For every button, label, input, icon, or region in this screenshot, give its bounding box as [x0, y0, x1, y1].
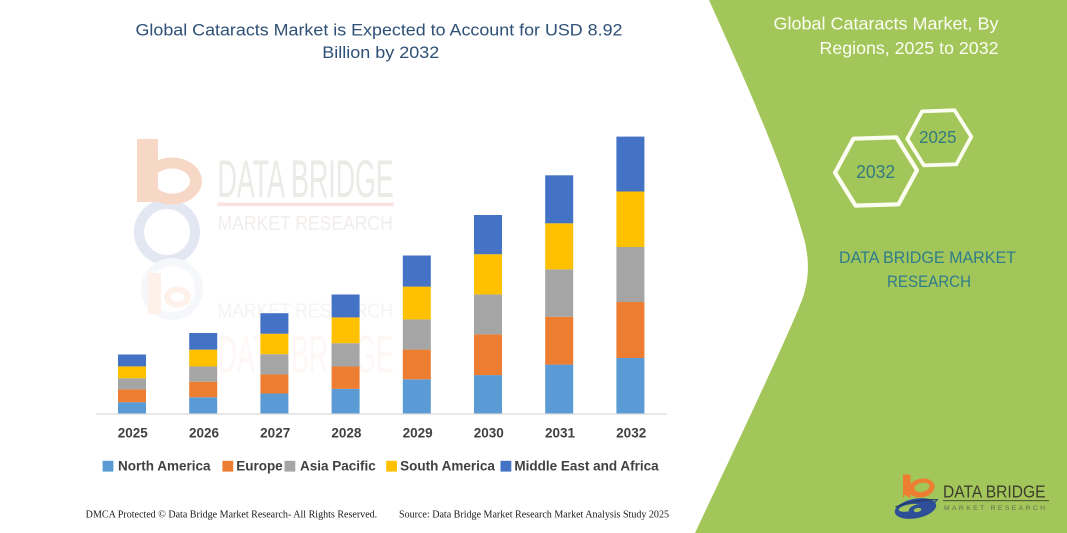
svg-text:Asia Pacific: Asia Pacific: [300, 458, 376, 473]
svg-text:DATA BRIDGE: DATA BRIDGE: [943, 481, 1046, 501]
svg-text:North America: North America: [118, 458, 211, 473]
svg-text:RESEARCH: RESEARCH: [887, 272, 971, 291]
svg-text:MARKET RESEARCH: MARKET RESEARCH: [944, 505, 1045, 512]
svg-text:2027: 2027: [260, 426, 290, 441]
svg-text:Middle East and Africa: Middle East and Africa: [514, 458, 659, 473]
svg-text:Regions, 2025 to 2032: Regions, 2025 to 2032: [820, 38, 999, 58]
svg-text:MARKET RESEARCH: MARKET RESEARCH: [218, 213, 393, 235]
svg-text:Global Cataracts Market is Exp: Global Cataracts Market is Expected to A…: [136, 22, 623, 40]
svg-text:2031: 2031: [545, 426, 576, 441]
svg-text:2029: 2029: [403, 426, 433, 441]
svg-text:Billion by 2032: Billion by 2032: [322, 44, 439, 62]
svg-text:Europe: Europe: [236, 458, 283, 473]
svg-text:2032: 2032: [616, 426, 646, 441]
svg-text:2028: 2028: [331, 426, 362, 441]
svg-text:Global Cataracts Market, By: Global Cataracts Market, By: [774, 13, 999, 33]
svg-text:2026: 2026: [189, 426, 220, 441]
svg-text:DATA BRIDGE: DATA BRIDGE: [218, 150, 394, 209]
svg-text:2032: 2032: [856, 161, 895, 182]
svg-text:2025: 2025: [919, 127, 956, 147]
svg-text:2030: 2030: [474, 426, 504, 441]
svg-text:MARKET RESEARCH: MARKET RESEARCH: [218, 301, 393, 323]
svg-text:DATA BRIDGE MARKET: DATA BRIDGE MARKET: [839, 248, 1016, 267]
svg-text:Source: Data Bridge Market Res: Source: Data Bridge Market Research Mark…: [399, 510, 669, 521]
svg-text:DATA BRIDGE: DATA BRIDGE: [218, 326, 394, 385]
svg-text:DMCA Protected © Data Bridge M: DMCA Protected © Data Bridge Market Rese…: [86, 510, 378, 521]
svg-text:2025: 2025: [118, 426, 149, 441]
svg-text:South America: South America: [400, 458, 495, 473]
